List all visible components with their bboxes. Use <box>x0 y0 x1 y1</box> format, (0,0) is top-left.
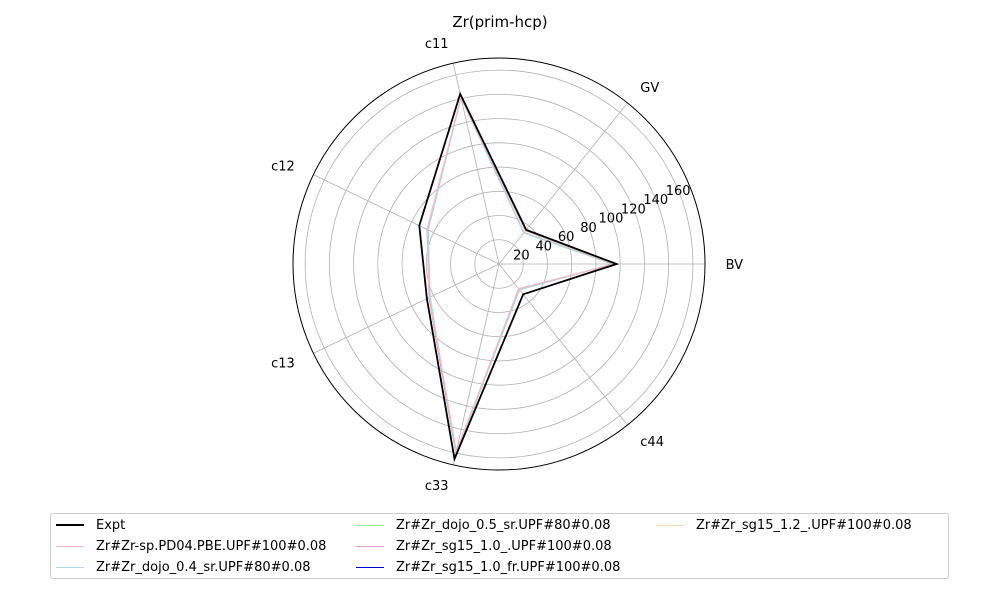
axis-label-c13: c13 <box>271 356 295 371</box>
legend-item: Zr#Zr-sp.PD04.PBE.UPF#100#0.08 <box>56 536 326 556</box>
spoke-GV <box>498 102 628 265</box>
spoke-c33 <box>452 263 500 465</box>
axis-labels: BV GV c11 c12 c13 c33 c44 <box>271 37 743 494</box>
legend-item: Expt <box>56 515 125 535</box>
legend: Expt Zr#Zr-sp.PD04.PBE.UPF#100#0.08 Zr#Zr_… <box>50 513 949 579</box>
outer-frame <box>292 57 706 471</box>
axis-label-BV: BV <box>726 258 744 273</box>
legend-swatch <box>656 524 684 526</box>
series-line-2 <box>427 95 615 456</box>
legend-label: Expt <box>96 517 126 533</box>
axis-label-c44: c44 <box>640 435 664 450</box>
legend-swatch <box>356 566 384 568</box>
chart-title: Zr(prim-hcp) <box>452 13 547 31</box>
radial-tick-100: 100 <box>599 212 624 227</box>
radial-tick-40: 40 <box>536 239 553 254</box>
legend-item: Zr#Zr_sg15_1.0_fr.UPF#100#0.08 <box>356 557 620 577</box>
radial-tick-60: 60 <box>558 230 575 245</box>
radar-spokes <box>313 63 705 465</box>
axis-label-c11: c11 <box>425 37 449 52</box>
legend-item: Zr#Zr_dojo_0.4_sr.UPF#80#0.08 <box>56 557 311 577</box>
series-layer <box>418 91 620 463</box>
spoke-c12 <box>313 174 500 265</box>
legend-swatch <box>356 545 384 547</box>
axis-label-c12: c12 <box>271 160 295 175</box>
legend-label: Zr#Zr_dojo_0.5_sr.UPF#80#0.08 <box>396 517 611 533</box>
series-line-0 <box>418 91 620 463</box>
legend-swatch <box>356 524 384 526</box>
radial-tick-120: 120 <box>621 202 646 217</box>
spoke-c44 <box>498 263 628 426</box>
legend-swatch <box>56 524 84 526</box>
legend-label: Zr#Zr_sg15_1.0_fr.UPF#100#0.08 <box>396 559 621 575</box>
axis-label-GV: GV <box>640 81 659 96</box>
legend-label: Zr#Zr_sg15_1.2_.UPF#100#0.08 <box>696 517 912 533</box>
spoke-c13 <box>313 263 500 354</box>
legend-item: Zr#Zr_sg15_1.0_.UPF#100#0.08 <box>356 536 612 556</box>
legend-item: Zr#Zr_dojo_0.5_sr.UPF#80#0.08 <box>356 515 611 535</box>
legend-label: Zr#Zr_sg15_1.0_.UPF#100#0.08 <box>396 538 612 554</box>
radial-tick-160: 160 <box>666 184 691 199</box>
legend-swatch <box>56 545 84 547</box>
axis-label-c33: c33 <box>425 479 449 494</box>
legend-swatch <box>56 566 84 568</box>
legend-label: Zr#Zr-sp.PD04.PBE.UPF#100#0.08 <box>96 538 327 554</box>
series-line-1 <box>426 95 616 453</box>
radial-tick-80: 80 <box>580 221 597 236</box>
radial-tick-140: 140 <box>643 193 668 208</box>
radial-tick-20: 20 <box>513 249 530 264</box>
legend-label: Zr#Zr_dojo_0.4_sr.UPF#80#0.08 <box>96 559 311 575</box>
legend-item: Zr#Zr_sg15_1.2_.UPF#100#0.08 <box>656 515 912 535</box>
